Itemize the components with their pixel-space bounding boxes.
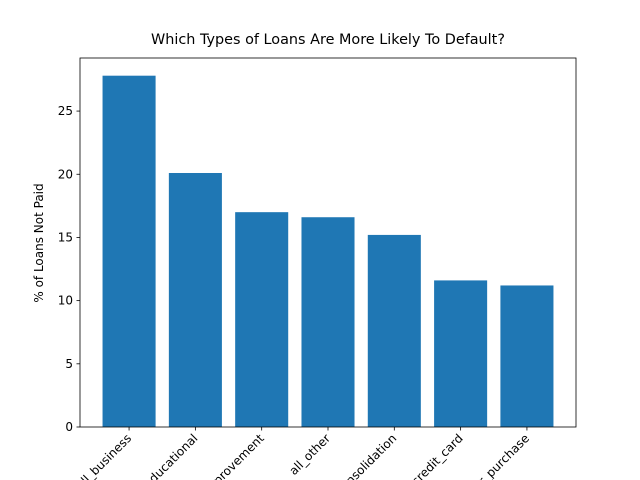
bar — [168, 172, 222, 427]
bar — [235, 212, 289, 427]
plot-frame — [79, 57, 577, 428]
y-tick-label: 10 — [58, 294, 73, 308]
bar — [500, 285, 554, 427]
x-tick-label: all_other — [286, 431, 333, 478]
bar — [102, 75, 156, 428]
chart-title: Which Types of Loans Are More Likely To … — [151, 32, 505, 48]
y-tick-label: 0 — [65, 420, 73, 434]
y-tick-label: 25 — [58, 104, 73, 118]
y-axis-label: % of Loans Not Paid — [32, 183, 46, 302]
bar — [367, 234, 421, 427]
x-tick-label: educational — [141, 431, 201, 480]
x-tick-label: credit_card — [409, 431, 466, 480]
bar — [301, 217, 355, 427]
y-tick-label: 15 — [58, 230, 73, 244]
x-tick-label: major_purchase — [454, 431, 532, 480]
x-tick-label: small_business — [60, 431, 134, 480]
y-tick-label: 20 — [58, 167, 73, 181]
bar — [434, 280, 488, 427]
y-tick-label: 5 — [65, 357, 73, 371]
